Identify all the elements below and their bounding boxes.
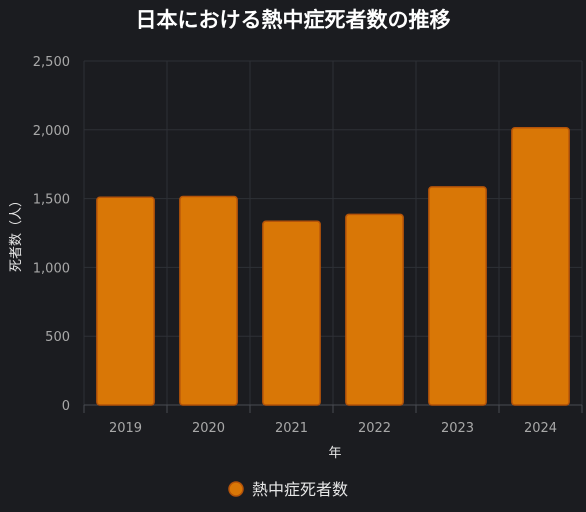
bar-2024[interactable] [511,126,570,406]
x-tick-label: 2023 [441,421,474,436]
x-axis-ticks: 2019 2020 2021 2022 2023 2024 [109,421,557,436]
chart-title: 日本における熱中症死者数の推移 [136,8,451,32]
x-tick-label: 2021 [275,421,308,436]
bar-2019[interactable] [96,196,155,406]
y-tick-label: 0 [62,399,70,414]
bar-2020[interactable] [179,195,238,406]
y-axis-title: 死者数（人） [9,194,24,272]
x-tick-label: 2019 [109,421,142,436]
bar-2023[interactable] [428,186,487,406]
legend-marker [228,481,244,497]
bar-2022[interactable] [345,213,404,406]
bar-2021[interactable] [262,220,321,406]
bars [96,126,570,406]
x-tick-label: 2024 [524,421,557,436]
x-tick-label: 2020 [192,421,225,436]
y-tick-label: 2,500 [33,55,70,70]
y-tick-label: 1,000 [33,261,70,276]
y-axis-ticks: 0 500 1,000 1,500 2,000 2,500 [33,55,70,414]
y-tick-label: 2,000 [33,124,70,139]
legend-label: 熱中症死者数 [252,480,348,499]
y-tick-label: 1,500 [33,193,70,208]
x-axis-title: 年 [328,446,341,461]
x-tick-label: 2022 [358,421,391,436]
legend[interactable]: 熱中症死者数 [228,480,348,499]
y-tick-label: 500 [45,330,70,345]
grid [83,60,583,413]
